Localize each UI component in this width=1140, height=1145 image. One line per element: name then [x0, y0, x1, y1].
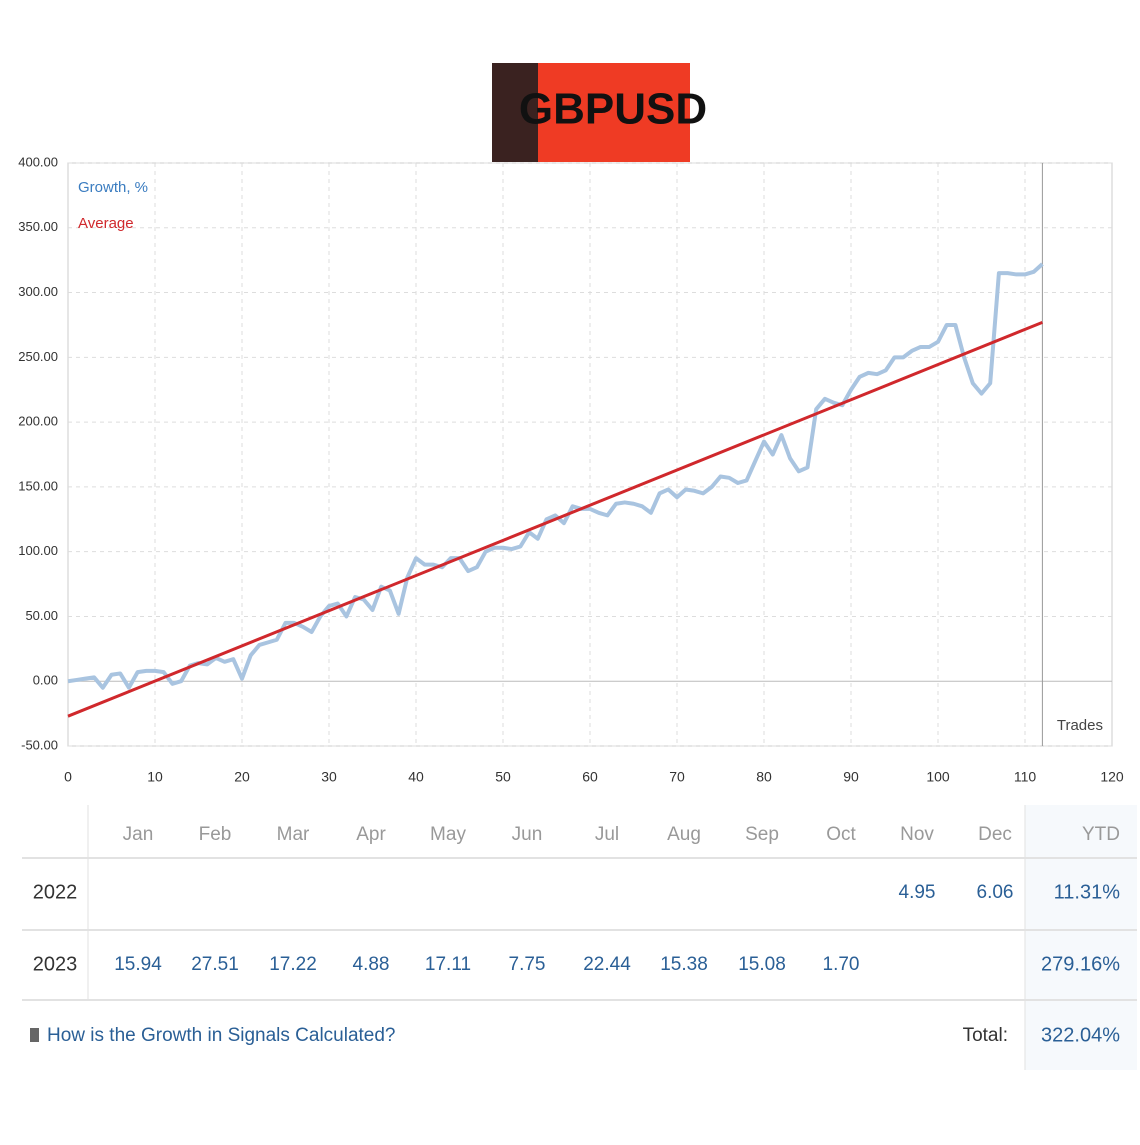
x-tick-label: 70 — [669, 769, 685, 785]
total-value: 322.04% — [1041, 1024, 1120, 1046]
month-value: 15.94 — [114, 954, 162, 975]
month-value: 15.08 — [738, 954, 786, 975]
month-header: Aug — [667, 824, 701, 845]
y-tick-label: 350.00 — [18, 219, 58, 234]
month-header: Apr — [356, 824, 386, 845]
x-tick-label: 90 — [843, 769, 859, 785]
series-line — [67, 262, 1044, 690]
y-tick-label: -50.00 — [21, 737, 58, 752]
month-value: 4.88 — [353, 954, 390, 975]
x-tick-label: 120 — [1100, 769, 1124, 785]
year-label: 2022 — [33, 881, 78, 903]
month-value: 27.51 — [191, 954, 239, 975]
ytd-column-bg — [1025, 805, 1137, 1070]
month-header: May — [430, 824, 466, 845]
x-tick-label: 110 — [1014, 769, 1037, 785]
y-tick-label: 400.00 — [18, 154, 58, 169]
month-value: 6.06 — [977, 882, 1014, 903]
month-header: Nov — [900, 824, 934, 845]
month-value: 15.38 — [660, 954, 708, 975]
y-tick-label: 250.00 — [18, 349, 58, 364]
month-header: Feb — [199, 824, 232, 845]
x-tick-label: 50 — [495, 769, 511, 785]
x-axis-label: Trades — [1057, 717, 1103, 734]
month-header: Mar — [277, 824, 310, 845]
y-tick-label: 200.00 — [18, 414, 58, 429]
x-tick-label: 60 — [582, 769, 598, 785]
ytd-value: 11.31% — [1054, 881, 1121, 903]
y-tick-label: 0.00 — [33, 673, 58, 688]
ytd-value: 279.16% — [1041, 953, 1120, 975]
month-header: Jan — [123, 824, 154, 845]
year-label: 2023 — [33, 953, 78, 975]
month-value: 17.11 — [425, 954, 471, 975]
x-tick-label: 30 — [321, 769, 337, 785]
month-value: 1.70 — [823, 954, 860, 975]
x-tick-label: 80 — [756, 769, 772, 785]
y-tick-label: 150.00 — [18, 478, 58, 493]
x-tick-label: 40 — [408, 769, 424, 785]
legend-entry: Average — [78, 215, 134, 232]
ytd-header: YTD — [1082, 824, 1120, 845]
month-header: Jun — [512, 824, 543, 845]
help-icon — [30, 1028, 39, 1042]
x-tick-label: 20 — [234, 769, 250, 785]
y-tick-label: 100.00 — [18, 543, 58, 558]
month-value: 7.75 — [509, 954, 546, 975]
logo-text: GBPUSD — [519, 85, 707, 134]
x-tick-label: 0 — [64, 769, 72, 785]
month-header: Oct — [826, 824, 856, 845]
total-label: Total: — [963, 1025, 1008, 1046]
series-line — [67, 320, 1043, 718]
x-tick-label: 100 — [926, 769, 950, 785]
help-link[interactable]: How is the Growth in Signals Calculated? — [47, 1025, 396, 1046]
legend-entry: Growth, % — [78, 179, 148, 196]
month-header: Jul — [595, 824, 619, 845]
month-header: Dec — [978, 824, 1012, 845]
month-value: 17.22 — [269, 954, 317, 975]
logo-image — [492, 63, 538, 162]
month-header: Sep — [745, 824, 779, 845]
month-value: 22.44 — [583, 954, 631, 975]
month-value: 4.95 — [899, 882, 936, 903]
x-tick-label: 10 — [147, 769, 163, 785]
y-tick-label: 50.00 — [25, 608, 58, 623]
y-tick-label: 300.00 — [18, 284, 58, 299]
